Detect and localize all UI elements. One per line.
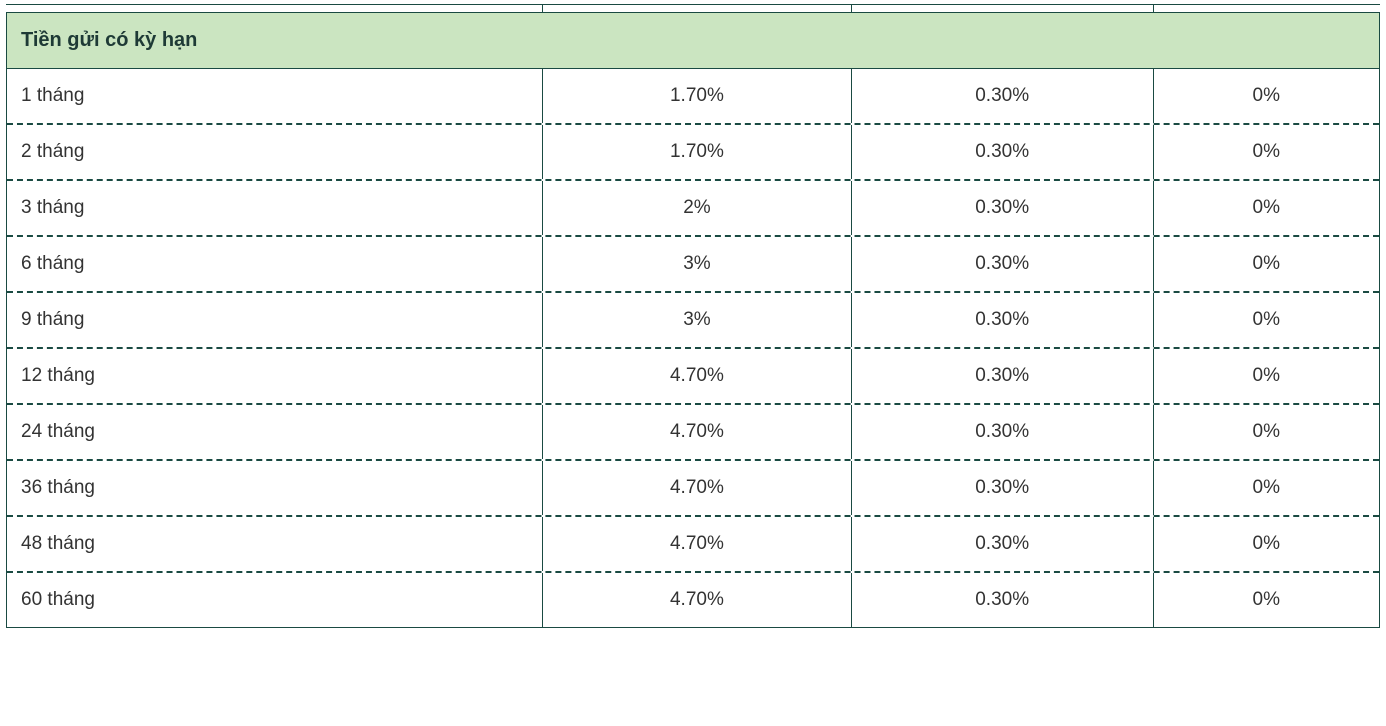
term-label: 6 tháng	[7, 237, 542, 291]
term-label: 48 tháng	[7, 517, 542, 571]
table-row: 60 tháng 4.70% 0.30% 0%	[7, 571, 1379, 627]
section-header-label: Tiền gửi có kỳ hạn	[21, 29, 197, 51]
table-row: 1 tháng 1.70% 0.30% 0%	[7, 68, 1379, 123]
rate-col4: 0%	[1153, 237, 1379, 291]
rate-col4: 0%	[1153, 293, 1379, 347]
table-row: 48 tháng 4.70% 0.30% 0%	[7, 515, 1379, 571]
term-label: 36 tháng	[7, 461, 542, 515]
table-row: 3 tháng 2% 0.30% 0%	[7, 179, 1379, 235]
rate-col3: 0.30%	[851, 237, 1153, 291]
rate-col2: 4.70%	[542, 461, 851, 515]
rate-col4: 0%	[1153, 573, 1379, 627]
rate-col2: 4.70%	[542, 349, 851, 403]
rate-col3: 0.30%	[851, 69, 1153, 123]
rate-col2: 1.70%	[542, 125, 851, 179]
rate-col3: 0.30%	[851, 125, 1153, 179]
rate-col2: 4.70%	[542, 405, 851, 459]
term-label: 60 tháng	[7, 573, 542, 627]
term-label: 9 tháng	[7, 293, 542, 347]
table-row: 2 tháng 1.70% 0.30% 0%	[7, 123, 1379, 179]
rate-col4: 0%	[1153, 349, 1379, 403]
table-row: 24 tháng 4.70% 0.30% 0%	[7, 403, 1379, 459]
term-label: 12 tháng	[7, 349, 542, 403]
table-row: 36 tháng 4.70% 0.30% 0%	[7, 459, 1379, 515]
term-label: 3 tháng	[7, 181, 542, 235]
rate-col2: 4.70%	[542, 517, 851, 571]
table-row: 12 tháng 4.70% 0.30% 0%	[7, 347, 1379, 403]
table-row: 9 tháng 3% 0.30% 0%	[7, 291, 1379, 347]
rate-col3: 0.30%	[851, 405, 1153, 459]
rate-col3: 0.30%	[851, 517, 1153, 571]
rate-col4: 0%	[1153, 517, 1379, 571]
rate-col4: 0%	[1153, 181, 1379, 235]
rate-col3: 0.30%	[851, 293, 1153, 347]
rate-col4: 0%	[1153, 125, 1379, 179]
table-row: 6 tháng 3% 0.30% 0%	[7, 235, 1379, 291]
section-header: Tiền gửi có kỳ hạn	[7, 12, 1379, 68]
rate-col3: 0.30%	[851, 573, 1153, 627]
rate-col4: 0%	[1153, 69, 1379, 123]
rate-col2: 3%	[542, 237, 851, 291]
rate-col4: 0%	[1153, 461, 1379, 515]
rate-col3: 0.30%	[851, 181, 1153, 235]
rate-col2: 1.70%	[542, 69, 851, 123]
partial-header-row	[6, 4, 1380, 12]
rate-col4: 0%	[1153, 405, 1379, 459]
term-label: 2 tháng	[7, 125, 542, 179]
rate-col2: 2%	[542, 181, 851, 235]
rate-col3: 0.30%	[851, 349, 1153, 403]
rate-col2: 3%	[542, 293, 851, 347]
term-label: 24 tháng	[7, 405, 542, 459]
deposit-rate-table: Tiền gửi có kỳ hạn 1 tháng 1.70% 0.30% 0…	[6, 12, 1380, 628]
term-label: 1 tháng	[7, 69, 542, 123]
rate-col2: 4.70%	[542, 573, 851, 627]
rate-col3: 0.30%	[851, 461, 1153, 515]
